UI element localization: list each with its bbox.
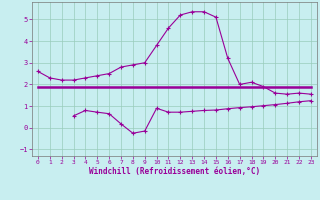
X-axis label: Windchill (Refroidissement éolien,°C): Windchill (Refroidissement éolien,°C) xyxy=(89,167,260,176)
